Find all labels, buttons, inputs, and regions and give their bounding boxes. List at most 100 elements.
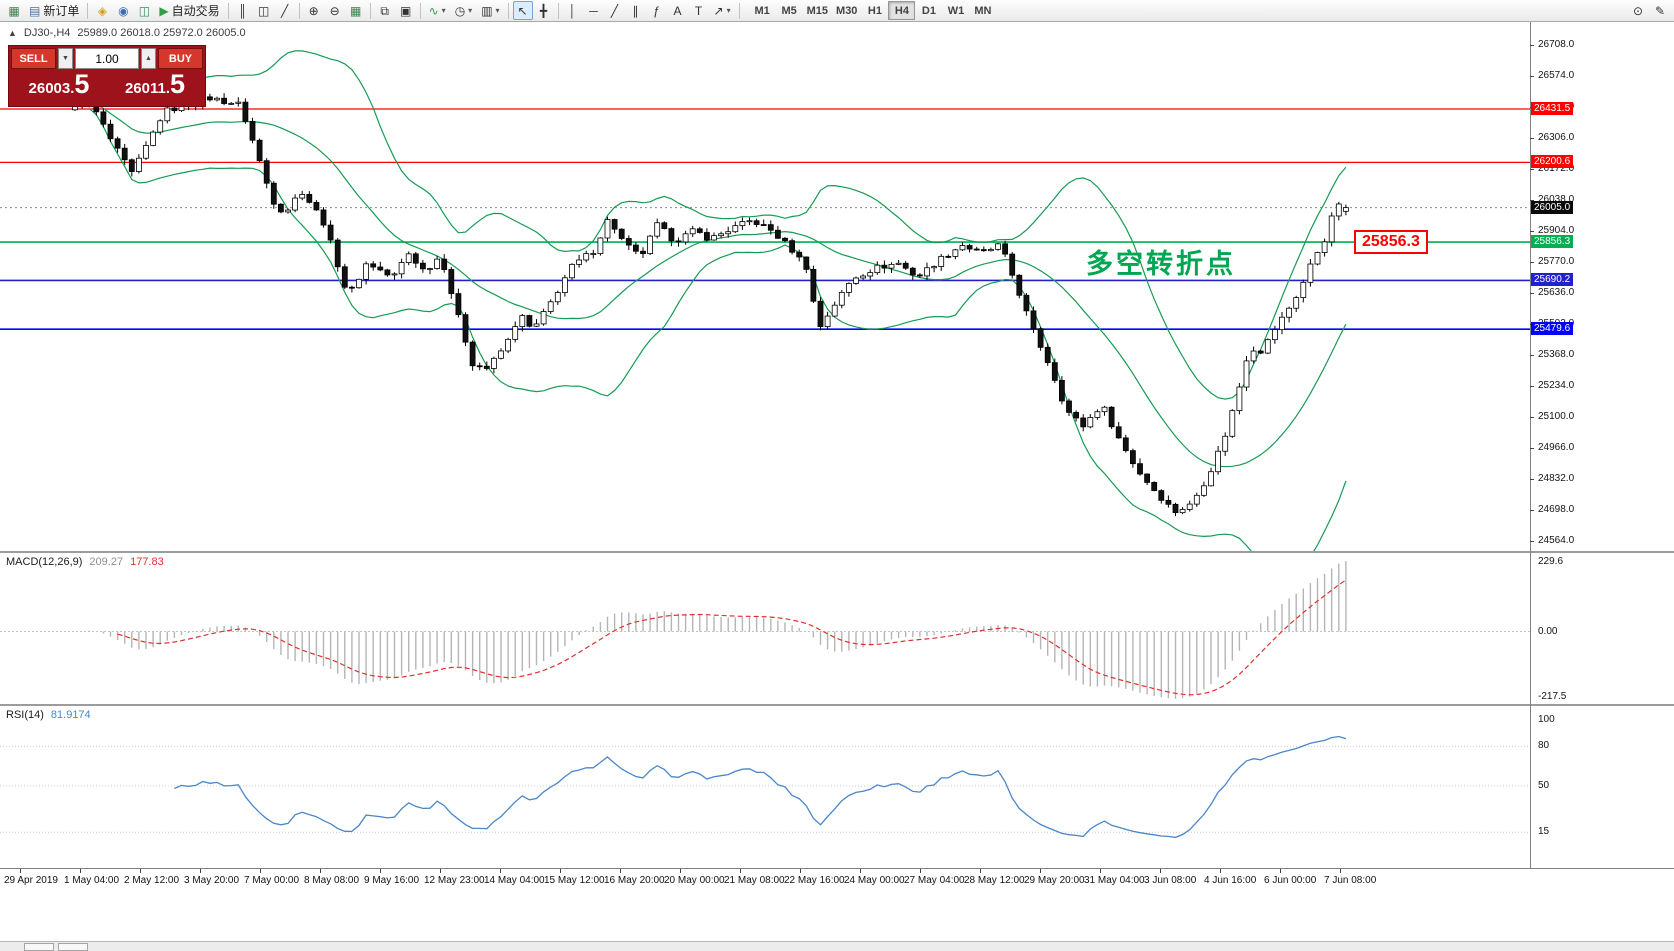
indicators-button[interactable]: ∿ ▾: [425, 1, 450, 20]
new-order-button[interactable]: ▤ 新订单: [25, 1, 83, 20]
time-axis-tick: [620, 869, 621, 873]
symbol-period-label: DJ30-,H4: [23, 27, 71, 39]
line-chart-button[interactable]: ╱: [275, 1, 295, 20]
new-order-icon: ▤: [29, 3, 41, 18]
buy-button[interactable]: BUY: [158, 48, 203, 69]
timeframe-m1[interactable]: M1: [754, 4, 770, 17]
channel-icon: ∥: [632, 3, 639, 18]
one-click-controls: SELL ▼ ▲ BUY: [11, 48, 203, 69]
price-axis-tick: [1530, 416, 1534, 418]
zoom-in-button[interactable]: ⊕: [304, 1, 324, 20]
pane-separator[interactable]: [0, 704, 1674, 706]
sell-button[interactable]: SELL: [11, 48, 56, 69]
time-axis-tick: [80, 869, 81, 873]
crosshair-tool[interactable]: ╋: [534, 1, 554, 20]
trendline-tool[interactable]: ╱: [605, 1, 625, 20]
buy-price[interactable]: 26011. 5: [107, 69, 203, 104]
arrows-tool-dropdown-icon[interactable]: ▾: [726, 6, 731, 15]
current-price-tag: 26005.0: [1531, 200, 1574, 214]
arrows-tool[interactable]: ↗ ▾: [710, 1, 735, 20]
time-axis-label: 1 May 04:00: [64, 875, 120, 886]
ohlc-values: 25989.0 26018.0 25972.0 26005.0: [77, 27, 246, 39]
volume-input[interactable]: [75, 48, 139, 69]
horizontal-line-tool[interactable]: ─: [584, 1, 604, 20]
price-axis-label: 26708.0: [1538, 39, 1575, 50]
vertical-line-tool[interactable]: │: [563, 1, 583, 20]
time-axis-label: 22 May 16:00: [784, 875, 845, 886]
text-label-tool[interactable]: T: [689, 1, 709, 20]
volume-increase-button[interactable]: ▲: [141, 48, 156, 69]
time-axis-tick: [740, 869, 741, 873]
volume-decrease-button[interactable]: ▼: [58, 48, 73, 69]
price-axis-label: 24966.0: [1538, 442, 1575, 453]
horizontal-level-lines[interactable]: [0, 108, 1530, 330]
periods-button[interactable]: ◷ ▾: [451, 1, 477, 20]
pane-separator[interactable]: [0, 551, 1674, 553]
rsi-indicator-pane[interactable]: [0, 706, 1530, 868]
timeframe-w1[interactable]: W1: [947, 4, 965, 17]
price-axis-label: 26172.0: [1538, 163, 1575, 174]
cascade-windows-button[interactable]: ▣: [396, 1, 416, 20]
time-axis-tick: [260, 869, 261, 873]
time-axis-tick: [1340, 869, 1341, 873]
sell-price-big-digit: 5: [74, 69, 90, 99]
price-line-tag: 26200.6: [1531, 155, 1574, 169]
timeframe-m15[interactable]: M15: [806, 4, 829, 17]
data-window-icon: ◫: [138, 3, 151, 18]
main-price-chart[interactable]: [0, 22, 1530, 551]
candlestick-chart-button[interactable]: ◫: [254, 1, 274, 20]
market-watch-button[interactable]: ◉: [113, 1, 133, 20]
time-axis-label: 3 May 20:00: [184, 875, 240, 886]
periods-button-dropdown-icon[interactable]: ▾: [468, 6, 473, 15]
bar-chart-button[interactable]: ║: [233, 1, 253, 20]
price-axis-label: 26306.0: [1538, 132, 1575, 143]
navigator-button[interactable]: ◈: [92, 1, 112, 20]
price-axis-label: 26574.0: [1538, 70, 1575, 81]
timeframe-m30[interactable]: M30: [836, 4, 858, 17]
templates-button-dropdown-icon[interactable]: ▾: [495, 6, 500, 15]
templates-button[interactable]: ▥ ▾: [477, 1, 503, 20]
time-axis-tick: [440, 869, 441, 873]
timeframe-h4[interactable]: H4: [888, 1, 916, 20]
price-line-tag: 25856.3: [1531, 235, 1574, 249]
properties-icon[interactable]: ✎: [1654, 3, 1666, 18]
price-axis-tick: [1530, 75, 1534, 77]
grid-button[interactable]: ▦: [346, 1, 366, 20]
channel-tool[interactable]: ∥: [626, 1, 646, 20]
one-click-trading-panel: SELL ▼ ▲ BUY 26003.5 26011.5: [8, 45, 206, 107]
sell-price[interactable]: 26003. 5: [11, 69, 107, 104]
price-axis-label: 25770.0: [1538, 256, 1575, 267]
tile-windows-button[interactable]: ⧉: [375, 1, 395, 20]
text-tool[interactable]: A: [668, 1, 688, 20]
data-window-button[interactable]: ◫: [134, 1, 154, 20]
fibonacci-tool[interactable]: ƒ: [647, 1, 667, 20]
time-axis-tick: [680, 869, 681, 873]
macd-indicator-pane[interactable]: [0, 553, 1530, 704]
new-chart-button[interactable]: ▦: [4, 1, 24, 20]
price-axis-border: [1530, 22, 1531, 890]
price-axis-tick: [1530, 230, 1534, 232]
cursor-tool[interactable]: ↖: [512, 1, 533, 20]
time-axis-tick: [20, 869, 21, 873]
timeframe-m5[interactable]: M5: [781, 4, 797, 17]
chart-tab[interactable]: [24, 943, 54, 951]
autotrading-button[interactable]: ▶ 自动交易: [155, 1, 223, 20]
price-axis-label: 24698.0: [1538, 504, 1575, 515]
toolbar-right-buttons: ⊙ ✎: [1628, 1, 1670, 20]
chart-tab[interactable]: [58, 943, 88, 951]
price-axis-label: 24564.0: [1538, 535, 1575, 546]
rsi-label: RSI(14) 81.9174: [6, 709, 91, 721]
timeframe-d1[interactable]: D1: [921, 4, 936, 17]
toolbar-separator: [738, 2, 740, 19]
rsi-name: RSI(14): [6, 709, 44, 721]
sell-price-text: 26003.: [28, 80, 75, 97]
tile-windows-icon: ⧉: [380, 3, 389, 18]
zoom-out-button[interactable]: ⊖: [325, 1, 345, 20]
time-axis-label: 20 May 00:00: [664, 875, 725, 886]
search-icon[interactable]: ⊙: [1632, 3, 1644, 18]
one-click-collapse-icon[interactable]: ▲: [8, 28, 17, 38]
timeframe-h1[interactable]: H1: [867, 4, 882, 17]
indicators-button-dropdown-icon[interactable]: ▾: [441, 6, 446, 15]
timeframe-mn[interactable]: MN: [974, 4, 992, 17]
trendline-icon: ╱: [610, 3, 619, 18]
